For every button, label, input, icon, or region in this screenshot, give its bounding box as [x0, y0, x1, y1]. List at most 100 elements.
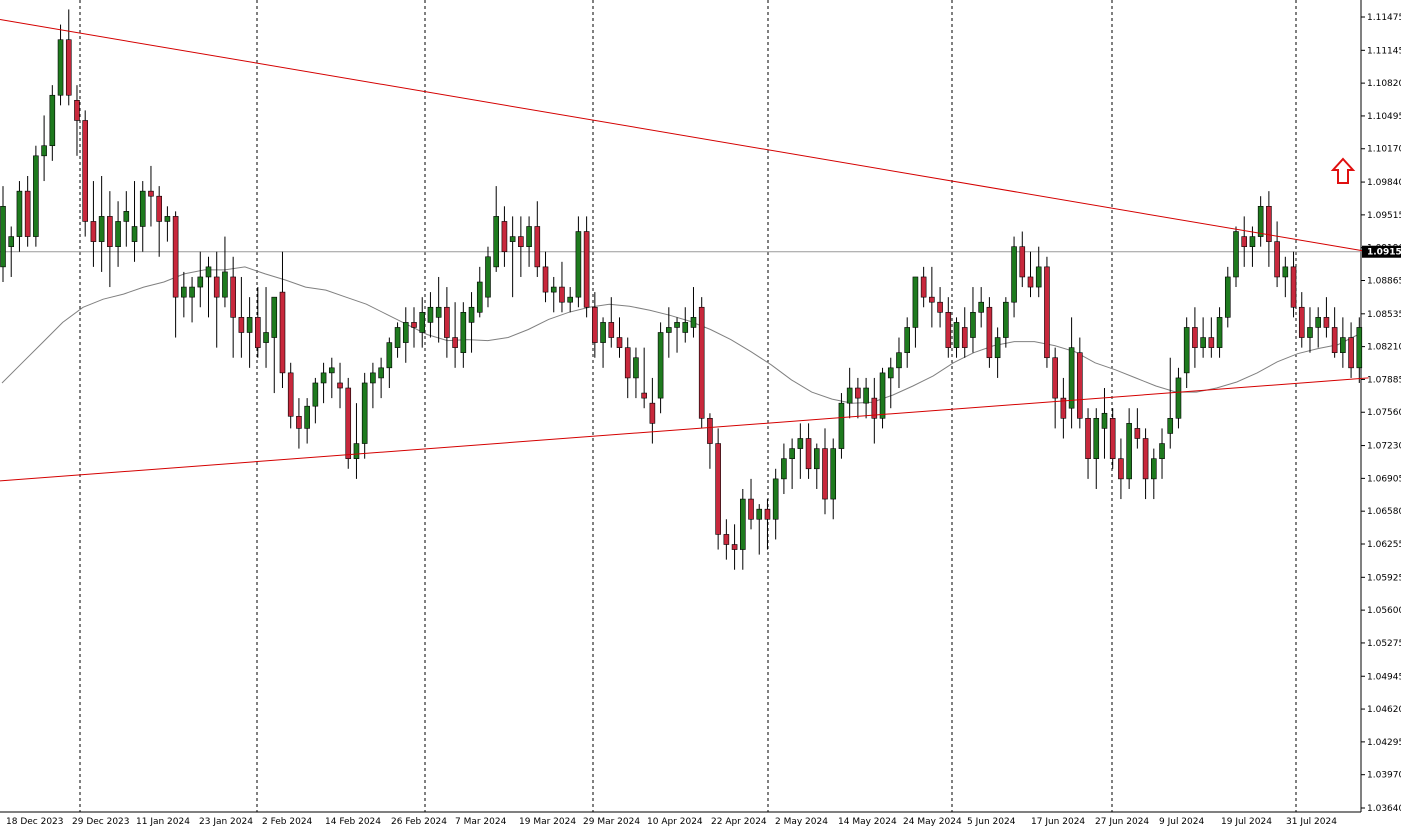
candle	[583, 216, 590, 318]
candle-body	[1241, 236, 1248, 247]
candle	[57, 24, 64, 106]
candle	[501, 206, 508, 267]
candle-body	[41, 145, 47, 157]
candle-body	[394, 327, 401, 348]
candle-body	[1208, 337, 1215, 348]
candle	[846, 367, 853, 419]
x-tick-label: 5 Jun 2024	[967, 817, 1016, 827]
candle-body	[1331, 327, 1338, 353]
y-tick-label: 1.05275	[1367, 639, 1401, 649]
candle-body	[526, 226, 532, 247]
candle	[1323, 297, 1330, 338]
candle-body	[427, 306, 434, 323]
candle-body	[1298, 306, 1305, 338]
candle	[156, 186, 162, 257]
candle-body	[986, 306, 993, 359]
x-tick-label: 29 Dec 2023	[72, 817, 130, 827]
up-arrow-icon	[1330, 157, 1356, 184]
x-tick-label: 9 Jul 2024	[1159, 817, 1204, 827]
candle	[534, 201, 541, 277]
candle	[476, 266, 483, 318]
candle-body	[592, 306, 598, 343]
candle	[1266, 191, 1272, 267]
candle	[1159, 428, 1165, 479]
candle-body	[222, 271, 228, 298]
candle	[353, 403, 360, 479]
candle-body	[402, 322, 409, 343]
candle-body	[246, 317, 253, 333]
candle-body	[361, 382, 368, 444]
candle	[550, 276, 557, 313]
candle-body	[16, 190, 23, 237]
candle-body	[148, 190, 154, 197]
x-tick-label: 7 Mar 2024	[455, 817, 507, 827]
candle	[287, 362, 294, 429]
candle	[460, 302, 467, 368]
candle-body	[649, 402, 656, 424]
candle-body	[435, 306, 442, 318]
candle	[937, 287, 943, 328]
candle-body	[57, 39, 64, 96]
candle-body	[929, 296, 935, 303]
candle-body	[493, 216, 500, 268]
candle-body	[978, 301, 984, 313]
candle	[567, 287, 573, 313]
candle	[1257, 196, 1264, 247]
candle	[1068, 317, 1075, 429]
candle-body	[781, 458, 787, 480]
candle	[1052, 347, 1058, 429]
candle	[411, 307, 417, 348]
candle-body	[970, 311, 976, 338]
candle-body	[197, 276, 204, 288]
candle-body	[1216, 317, 1223, 348]
candle-body	[468, 306, 475, 323]
candle	[1175, 367, 1182, 429]
candle-body	[411, 322, 417, 328]
candle	[468, 292, 475, 353]
candle-body	[863, 387, 869, 404]
candle-body	[764, 508, 771, 520]
candle	[929, 266, 935, 328]
candle-body	[49, 94, 56, 147]
candle	[1142, 428, 1149, 500]
candle	[961, 307, 968, 358]
candle-body	[33, 155, 39, 237]
y-tick-label: 1.06905	[1367, 474, 1401, 484]
candle	[427, 292, 434, 338]
candle-body	[846, 387, 853, 404]
candle	[953, 317, 960, 358]
candle	[559, 261, 565, 313]
candle-body	[830, 448, 837, 500]
candle-body	[0, 205, 6, 268]
candle	[920, 266, 927, 308]
candle-body	[476, 281, 483, 313]
candle-body	[74, 99, 80, 121]
x-tick-label: 14 May 2024	[838, 817, 897, 827]
candle	[328, 357, 335, 399]
x-tick-label: 26 Feb 2024	[391, 817, 447, 827]
candle-body	[378, 367, 384, 379]
candle-body	[682, 322, 689, 333]
candle-body	[501, 221, 508, 253]
y-tick-label: 1.04295	[1367, 738, 1401, 748]
candle-body	[772, 478, 779, 520]
candle-body	[386, 342, 393, 369]
candle	[542, 251, 549, 303]
candle-body	[633, 357, 639, 379]
candle	[1315, 307, 1321, 348]
candle	[608, 297, 615, 348]
candle-body	[937, 301, 943, 313]
candle-body	[1323, 317, 1330, 328]
candle-body	[1233, 231, 1239, 278]
candle-body	[1340, 337, 1346, 353]
candle	[41, 115, 47, 182]
candle	[624, 337, 631, 399]
candle-body	[1109, 418, 1116, 459]
candle-body	[1192, 327, 1198, 348]
candle	[575, 216, 582, 308]
candle-body	[370, 372, 376, 384]
candle	[238, 276, 245, 358]
candle	[107, 191, 113, 288]
candle	[871, 377, 878, 444]
y-tick-label: 1.05600	[1367, 606, 1401, 616]
